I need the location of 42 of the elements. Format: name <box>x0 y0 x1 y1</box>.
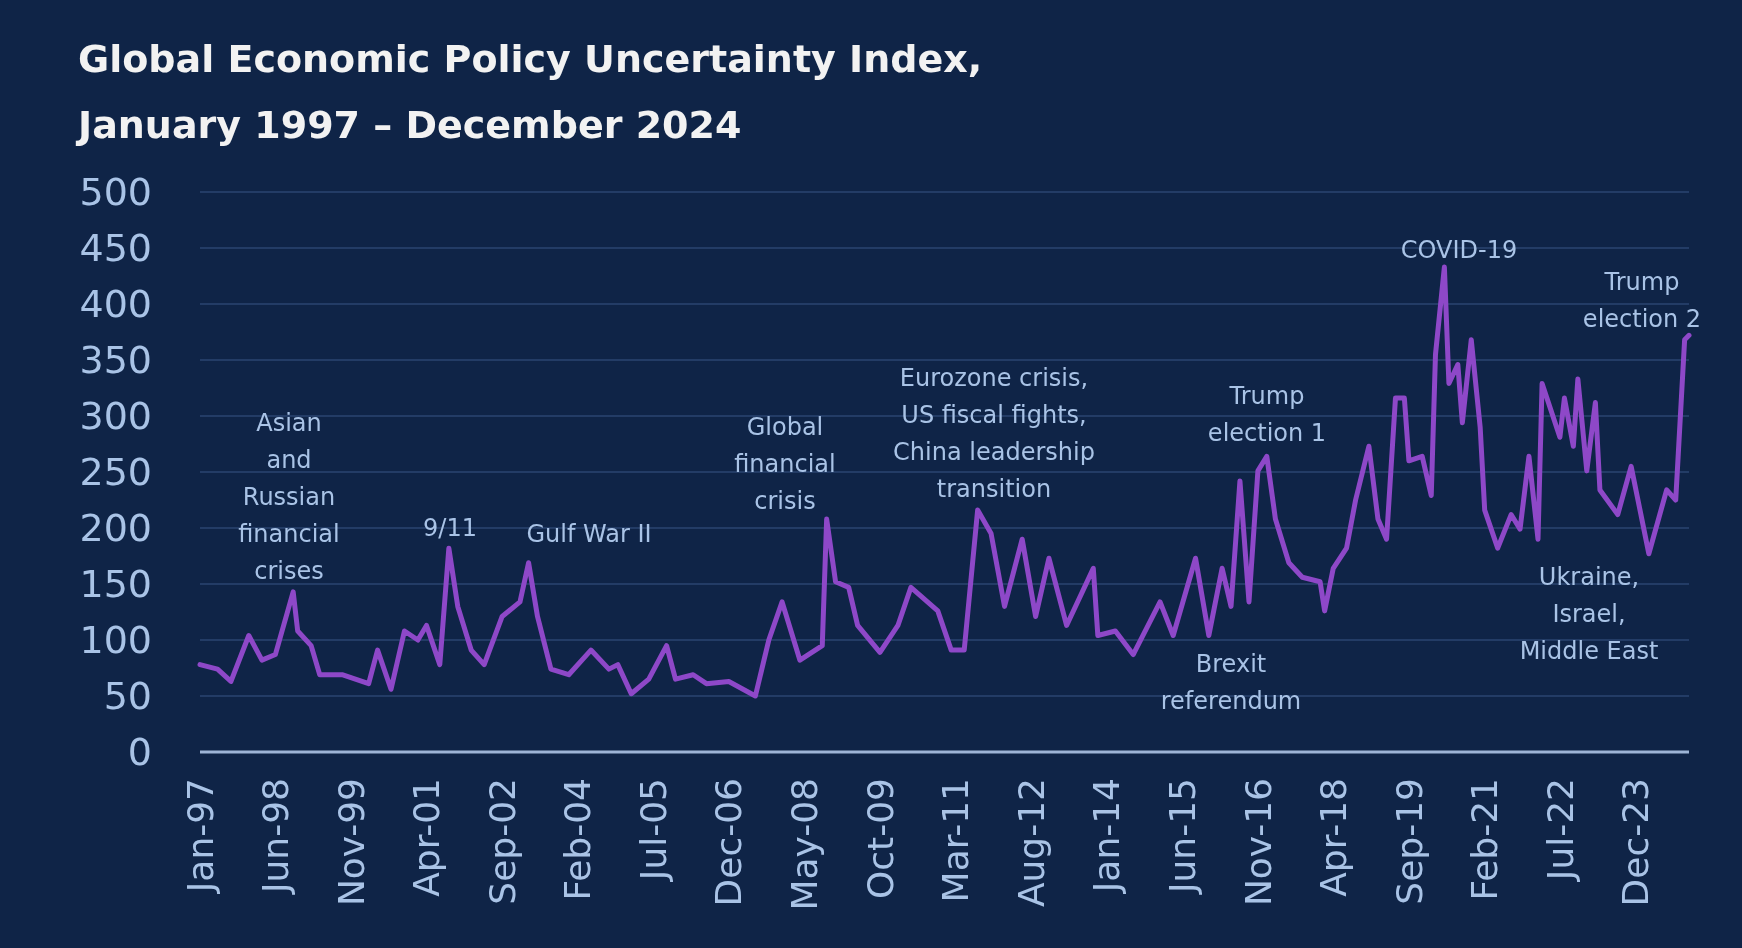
x-tick-label: Apr-01 <box>406 778 448 897</box>
y-tick-label: 200 <box>79 506 152 551</box>
x-tick-label: Feb-21 <box>1464 778 1506 901</box>
y-tick-label: 100 <box>79 618 152 663</box>
x-tick-label: Nov-99 <box>330 778 372 907</box>
x-tick-label: Feb-04 <box>557 778 599 901</box>
annotation: Trump election 1 <box>1207 381 1327 447</box>
y-tick-label: 350 <box>79 338 152 383</box>
annotation: Global financial crisis <box>734 413 836 516</box>
x-tick-label: May-08 <box>783 778 825 911</box>
annotation: 9/11 <box>423 514 477 543</box>
x-tick-label: Mar-11 <box>934 778 976 903</box>
annotation: Eurozone crisis, US fiscal fights, China leadership transition <box>893 363 1095 503</box>
x-tick-label: Sep-19 <box>1388 778 1430 905</box>
x-tick-label: Jan-14 <box>1086 778 1128 895</box>
y-tick-label: 450 <box>79 226 152 271</box>
y-tick-label: 250 <box>79 450 152 495</box>
x-tick-label: Aug-12 <box>1010 778 1052 908</box>
x-tick-label: Jan-97 <box>179 778 221 895</box>
x-tick-label: Jul-05 <box>632 778 674 883</box>
y-tick-label: 50 <box>103 674 152 719</box>
x-tick-label: Nov-16 <box>1237 778 1279 907</box>
x-tick-label: Jul-22 <box>1539 778 1581 883</box>
annotation: Brexit referendum <box>1160 649 1302 715</box>
x-tick-label: Dec-06 <box>708 778 750 907</box>
annotation: Asian and Russian financial crises <box>238 409 340 586</box>
y-tick-label: 500 <box>79 170 152 215</box>
annotation: COVID-19 <box>1400 236 1518 265</box>
y-tick-label: 0 <box>127 730 152 775</box>
y-tick-label: 300 <box>79 394 152 439</box>
annotation: Trump election 2 <box>1582 267 1702 333</box>
x-tick-label: Apr-18 <box>1312 778 1354 897</box>
annotation: Gulf War II <box>526 520 652 549</box>
x-tick-label: Jun-15 <box>1161 778 1203 896</box>
x-tick-label: Jun-98 <box>254 778 296 896</box>
annotation: Ukraine, Israel, Middle East <box>1519 563 1659 666</box>
x-tick-label: Oct-09 <box>859 778 901 900</box>
chart-title: Global Economic Policy Uncertainty Index, January 1997 – December 2024 <box>75 37 983 147</box>
x-tick-label: Dec-23 <box>1615 778 1657 907</box>
y-tick-label: 400 <box>79 282 152 327</box>
y-tick-label: 150 <box>79 562 152 607</box>
x-tick-label: Sep-02 <box>481 778 523 905</box>
